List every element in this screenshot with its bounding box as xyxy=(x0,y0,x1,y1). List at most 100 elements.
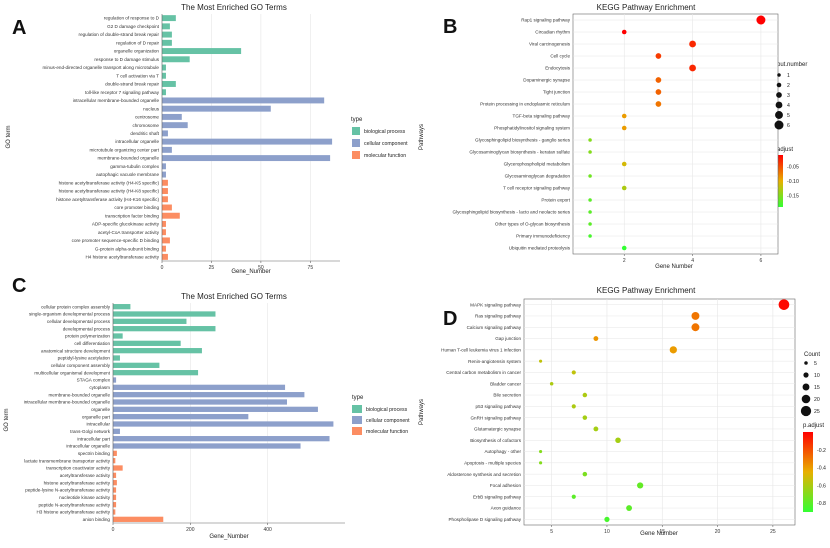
panel-c-bar xyxy=(113,443,301,449)
panel-a-category-label: regulation of D repair xyxy=(116,40,159,45)
panel-d-category-label: Focal adhesion xyxy=(490,483,522,488)
panel-a-title: The Most Enriched GO Terms xyxy=(181,3,287,12)
panel-c-category-label: nucleotide kinase activity xyxy=(59,495,111,500)
panel-b-point xyxy=(588,210,592,214)
panel-c-category-label: histone acetyltransferase activity xyxy=(44,480,111,485)
panel-d-category-label: Autophagy - other xyxy=(484,449,521,454)
panel-a-bar xyxy=(162,155,331,162)
panel-d-size-legend-dot xyxy=(801,394,811,404)
panel-b-point xyxy=(621,125,627,131)
panel-a-xtick-label: 75 xyxy=(308,265,314,271)
panel-d-color-legend-title: p.adjust xyxy=(803,423,824,429)
panel-b-category-label: Viral carcinogenesis xyxy=(529,42,571,47)
panel-a-category-label: centrosome xyxy=(135,115,159,120)
panel-b-category-label: Phosphatidylinositol signaling system xyxy=(494,126,570,131)
panel-d-point xyxy=(593,336,599,341)
panel-c-bar xyxy=(113,509,116,515)
panel-d-size-legend-dot xyxy=(800,405,812,417)
panel-b-size-legend-label: 5 xyxy=(787,113,790,119)
panel-c-bar xyxy=(113,516,164,522)
panel-b-size-legend-label: 1 xyxy=(787,73,790,79)
panel-c-category-label: multicellular organismal development xyxy=(34,370,110,375)
panel-d-category-label: Apoptosis - multiple species xyxy=(464,460,522,465)
panel-b-category-label: Dopaminergic synapse xyxy=(523,78,570,83)
panel-c-xtick-label: 400 xyxy=(263,527,272,533)
panel-c-title: The Most Enriched GO Terms xyxy=(181,292,287,301)
panel-c-bar xyxy=(113,502,117,508)
panel-c-chart: 0 200 400 cellular protein complex assembly… xyxy=(24,303,345,533)
panel-b-xlabel: Gene Number xyxy=(655,264,693,270)
panel-b-category-label: Glycosaminoglycan degradation xyxy=(505,174,571,179)
panel-b-size-legend-label: 4 xyxy=(787,103,790,109)
panel-b-category-label: Ubiquitin mediated proteolysis xyxy=(509,246,571,251)
panel-a-xtick-label: 50 xyxy=(258,265,264,271)
panel-c-category-label: membrane-bounded organelle xyxy=(48,392,110,397)
panel-a-bar xyxy=(162,31,172,38)
panel-b-category-label: Protein processing in endoplasmic reticu… xyxy=(480,102,570,107)
panel-d-size-legend-title: Count xyxy=(804,352,820,358)
panel-d-xtick-label: 25 xyxy=(770,529,776,535)
panel-a-legend-cc: cellular component xyxy=(364,141,408,147)
panel-a-legend-swatch-mf xyxy=(352,151,360,159)
panel-c-category-label: peptidyl-lysine acetylation xyxy=(58,356,111,361)
panel-a-legend-title: type xyxy=(351,117,363,123)
panel-d-point xyxy=(691,323,700,332)
panel-d-point xyxy=(539,461,543,465)
panel-d-xtick-label: 10 xyxy=(604,529,610,535)
panel-d-category-label: ErbB signaling pathway xyxy=(473,494,522,499)
panel-c-category-label: organelle xyxy=(91,407,110,412)
panel-d-category-label: Calcium signaling pathway xyxy=(467,325,522,330)
panel-c-category-label: cellular developmental process xyxy=(47,319,111,324)
panel-a-bar xyxy=(162,171,166,178)
panel-b-point xyxy=(655,89,662,95)
panel-b-point xyxy=(621,185,627,191)
panel-c-plot-area xyxy=(113,303,345,523)
panel-a-bar xyxy=(162,212,180,219)
panel-a-bar xyxy=(162,229,166,236)
panel-d-color-legend-label: -0.2 xyxy=(817,448,826,454)
panel-c-legend-title: type xyxy=(352,395,364,401)
panel-label-d: D xyxy=(443,308,457,330)
panel-c-bar xyxy=(113,421,334,427)
panel-d-color-legend-label: -0.6 xyxy=(817,483,826,489)
panel-c-category-label: transcription coactivator activity xyxy=(46,466,111,471)
panel-a-legend-swatch-bp xyxy=(352,127,360,135)
panel-a-bar xyxy=(162,220,166,227)
panel-b-category-label: Rap1 signaling pathway xyxy=(521,18,570,23)
panel-d-xtick-label: 5 xyxy=(550,529,553,535)
panel-b-xtick-label: 4 xyxy=(691,258,694,264)
panel-d-size-legend-dot xyxy=(804,361,808,365)
panel-d-category-label: Biosynthesis of cofactors xyxy=(470,438,522,443)
panel-d-point xyxy=(637,482,644,489)
panel-a-ylabel: GO term xyxy=(6,125,12,148)
panel-d-point xyxy=(778,299,790,310)
panel-b-category-label: Protein export xyxy=(541,198,570,203)
panel-d-category-label: Ras signaling pathway xyxy=(475,314,522,319)
panel-b-category-label: Cell cycle xyxy=(550,54,570,59)
panel-a-bar xyxy=(162,64,166,71)
panel-a-category-label: intracellular organelle xyxy=(115,139,159,144)
panel-c-legend-swatch-mf xyxy=(352,427,362,435)
panel-a-category-label: autophagic vacuole membrane xyxy=(96,172,159,177)
panel-c-category-label: cellular protein complex assembly xyxy=(41,304,111,309)
panel-b-color-legend-title: p.adjust xyxy=(772,147,793,153)
panel-c-category-label: STAGA complex xyxy=(77,378,111,383)
panel-c-legend-bp: biological process xyxy=(366,407,408,413)
panel-c-category-label: lactate transmembrane transporter activi… xyxy=(24,458,110,463)
panel-b-ylabel: Pathways xyxy=(419,124,425,150)
panel-a-bar xyxy=(162,163,166,170)
panel-d-chart: 5 10 15 20 25 MAPK signaling pathway Ras signa… xyxy=(441,298,826,535)
panel-d-size-legend-label: 15 xyxy=(814,385,820,391)
panel-d-ylabel: Pathways xyxy=(419,399,425,425)
panel-c-category-label: developmental process xyxy=(63,326,111,331)
panel-b-point xyxy=(655,101,662,107)
panel-a-bar xyxy=(162,130,168,137)
panel-d-point xyxy=(539,449,543,454)
panel-a-category-label: histone acetyltransferase activity (H4-K… xyxy=(56,197,159,202)
panel-a-bar xyxy=(162,237,170,244)
panel-c-category-label: H3 histone acetyltransferase activity xyxy=(36,510,110,515)
panel-a-category-label: histone acetyltransferase activity (H4-K… xyxy=(59,189,160,194)
panel-d-point xyxy=(593,426,599,432)
panel-d-category-label: Central carbon metabolism in cancer xyxy=(446,370,521,375)
panel-c-xtick-label: 0 xyxy=(112,527,115,533)
